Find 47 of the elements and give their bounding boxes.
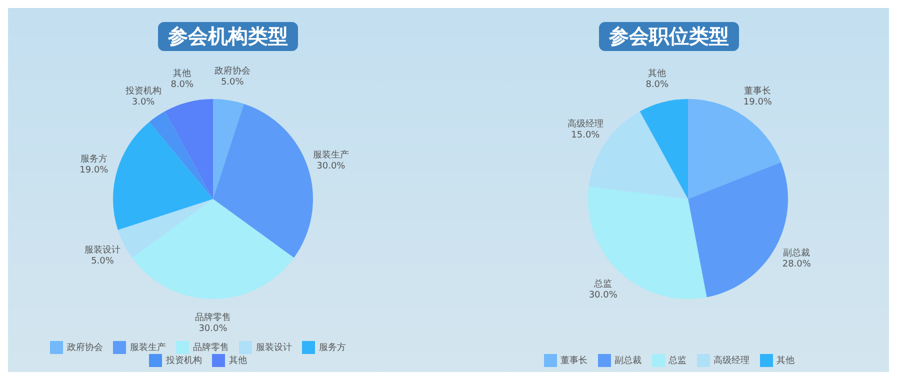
data-label: 30.0%: [588, 290, 618, 300]
legend-label: 其他: [229, 356, 247, 366]
data-label: 15.0%: [571, 130, 600, 140]
data-label: 5.0%: [91, 256, 114, 266]
data-label: 19.0%: [743, 97, 772, 108]
slice-label: 品牌零售: [195, 312, 231, 323]
pie-slice: [213, 99, 244, 199]
pie-slice: [149, 111, 213, 199]
legend-label: 政府协会: [67, 342, 103, 353]
pie-slice: [588, 186, 707, 299]
legend-label: 高级经理: [714, 356, 750, 366]
legend-label: 服装生产: [130, 342, 166, 353]
legend-label: 其他: [776, 356, 794, 366]
pie-slice: [640, 99, 688, 199]
data-label: 30.0%: [316, 162, 346, 172]
data-label: 30.0%: [198, 324, 228, 334]
legend-label: 总监: [668, 356, 686, 366]
data-label: 19.0%: [80, 165, 109, 176]
slice-label: 其他: [173, 68, 192, 79]
slice-label: 总监: [593, 278, 612, 290]
slice-label: 服装设计: [84, 244, 121, 256]
pie-slice: [688, 99, 781, 199]
slice-label: 其他: [648, 68, 666, 79]
slice-label: 高级经理: [567, 118, 604, 130]
slice-label: 董事长: [744, 85, 772, 96]
slice-label: 服务方: [80, 153, 108, 164]
slice-label: 投资机构: [124, 85, 162, 96]
data-label: 5.0%: [220, 78, 244, 88]
data-label: 28.0%: [782, 260, 812, 270]
slice-label: 副总裁: [783, 248, 810, 259]
legend-label: 投资机构: [166, 356, 202, 366]
pie-slice: [113, 122, 213, 230]
data-label: 8.0%: [170, 80, 194, 90]
legend-label: 品牌零售: [193, 342, 229, 353]
pie-slice: [213, 104, 313, 258]
data-label: 3.0%: [132, 97, 156, 108]
slice-label: 服装生产: [312, 150, 349, 161]
chart-title: 参会职位类型: [599, 22, 739, 51]
legend-label: 董事长: [560, 356, 588, 366]
legend-label: 服务方: [319, 342, 346, 353]
legend-label: 副总裁: [614, 356, 642, 366]
data-label: 8.0%: [646, 80, 670, 90]
pie-slice: [164, 99, 213, 199]
chart-title: 参会机构类型: [158, 22, 298, 51]
pie-slice: [132, 199, 294, 299]
legend-label: 服装设计: [256, 342, 292, 353]
slice-label: 政府协会: [214, 66, 250, 77]
